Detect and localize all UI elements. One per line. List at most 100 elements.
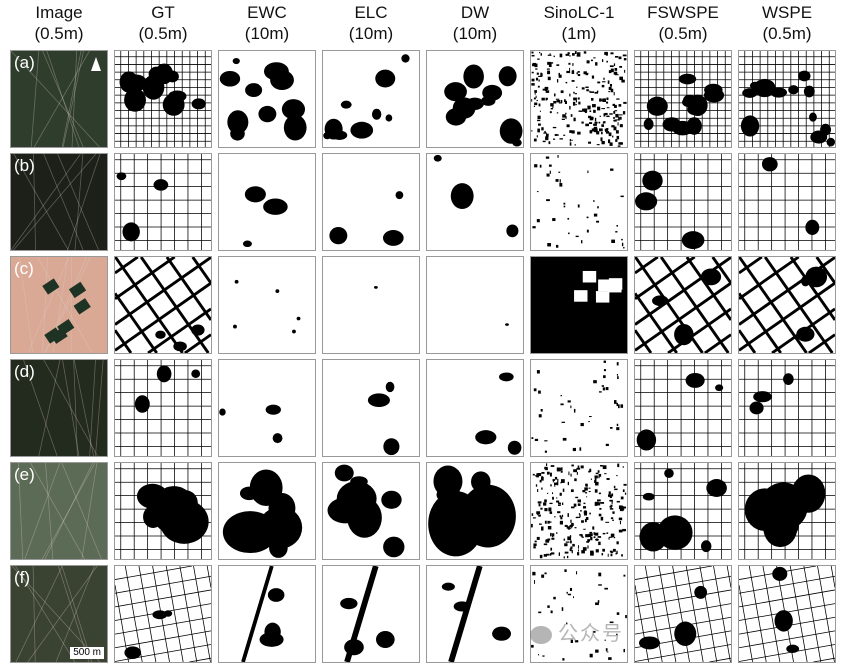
mask-speck (555, 98, 560, 100)
mask-speck (555, 179, 559, 182)
mask-blob (701, 540, 712, 553)
mask-speck (586, 216, 589, 219)
mask-speck (563, 134, 566, 136)
mask-speck (557, 511, 561, 514)
mask-speck (609, 550, 613, 553)
mask-line (635, 281, 731, 352)
mask-speck (549, 170, 551, 174)
mask-speck (574, 144, 576, 146)
mask-line (739, 257, 763, 275)
mask-speck (613, 71, 618, 75)
mask-speck (567, 52, 570, 55)
mask-speck (540, 507, 543, 510)
mask-speck (616, 374, 619, 376)
mask-speck (596, 220, 600, 223)
mask-speck (561, 502, 564, 505)
mask-line (115, 630, 211, 649)
mask-speck (577, 465, 580, 468)
mask-speck (621, 79, 625, 83)
mask-speck (612, 103, 616, 107)
mask-line (635, 292, 678, 353)
mask-blob (122, 222, 140, 242)
scale-bar: 500 m (70, 647, 104, 659)
mask-speck (558, 102, 562, 104)
mask-speck (561, 607, 564, 611)
mask-speck (593, 57, 596, 59)
classification-map-tile (322, 462, 420, 560)
mask-speck (549, 53, 551, 55)
mask-speck (609, 65, 614, 68)
mask-speck (545, 136, 549, 141)
wechat-icon (530, 625, 552, 644)
mask-speck (538, 611, 542, 614)
mask-speck (569, 130, 573, 133)
mask-blob (444, 82, 467, 102)
mask-speck (602, 387, 605, 391)
column-resolution: (1m) (561, 24, 597, 43)
row-label: (f) (14, 568, 31, 587)
mask-speck (623, 58, 627, 61)
mask-speck (541, 527, 544, 531)
mask-speck (542, 140, 546, 143)
mask-blob (166, 70, 179, 83)
mask-speck (556, 467, 559, 472)
mask-speck (577, 552, 580, 556)
mask-blob (381, 490, 402, 509)
mask-speck (617, 376, 619, 380)
column-resolution: (10m) (244, 24, 290, 43)
mask-speck (593, 127, 597, 129)
mask-speck (539, 164, 542, 168)
mask-line (139, 257, 210, 353)
mask-speck (580, 535, 583, 537)
classification-map-tile (218, 50, 316, 148)
mask-speck (531, 523, 533, 528)
mask-speck (553, 55, 555, 58)
mask-speck (595, 549, 599, 553)
mask-speck (536, 511, 541, 515)
mask-speck (561, 479, 565, 483)
mask-blob (700, 268, 722, 286)
mask-speck (609, 505, 612, 508)
mask-speck (557, 478, 559, 483)
mask-line (191, 257, 211, 284)
mask-speck (623, 101, 627, 104)
mask-speck (546, 471, 550, 475)
classification-map-tile (530, 462, 628, 560)
mask-blob (786, 644, 800, 654)
mask-speck (593, 109, 596, 113)
mask-line (808, 333, 835, 353)
mask-line (704, 333, 731, 353)
mask-speck (531, 51, 534, 54)
mask-speck (610, 168, 614, 171)
mask-speck (589, 653, 593, 658)
mask-speck (535, 95, 537, 99)
mask-speck (622, 111, 626, 115)
mask-blob (740, 115, 760, 137)
mask-speck (553, 100, 557, 104)
mask-speck (601, 84, 605, 88)
classification-map-tile (634, 50, 732, 148)
mask-speck (543, 132, 547, 134)
mask-speck (616, 475, 618, 477)
mask-speck (601, 108, 606, 110)
mask-blob (155, 330, 166, 339)
mask-speck (563, 202, 566, 205)
mask-speck (616, 541, 619, 545)
mask-speck (613, 119, 617, 122)
mask-line (635, 257, 696, 300)
mask-line (726, 566, 731, 588)
mask-speck (622, 528, 627, 532)
mask-speck (559, 183, 563, 187)
mask-speck (533, 546, 536, 549)
mask-blob (826, 137, 835, 147)
mask-blob (383, 438, 400, 456)
mask-speck (565, 115, 567, 120)
mask-speck (537, 501, 542, 504)
mask-speck (624, 492, 627, 495)
mask-speck (541, 97, 545, 101)
classification-map-tile (530, 565, 628, 663)
mask-speck (542, 655, 545, 657)
mask-speck (616, 612, 620, 615)
mask-speck (582, 547, 587, 551)
mask-blob (674, 323, 694, 346)
